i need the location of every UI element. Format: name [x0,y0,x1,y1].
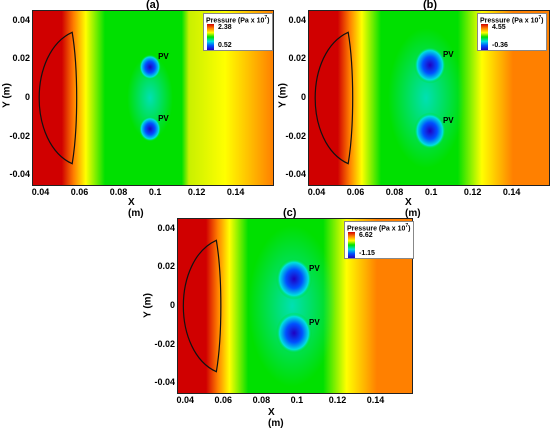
x-tick-label: 0.06 [214,395,233,405]
colorbar-c [348,232,355,258]
x-tick-label: 0.04 [176,395,195,405]
x-tick-label: 0.14 [502,187,521,197]
y-tick-label: 0 [300,92,306,102]
pv-label: PV [442,50,454,60]
x-tick-label: 0.04 [31,187,50,197]
pressure-vortex-core [413,112,446,150]
colorbar-b [481,24,488,50]
pv-label: PV [309,318,320,328]
x-tick-label: 0.08 [252,395,271,405]
x-axis-label-c: X (m) [268,407,284,429]
y-tick-label: 0.02 [157,261,175,272]
pressure-vortex-core [276,312,313,354]
pressure-vortex-core [139,116,162,142]
x-tick-label: 0.08 [385,187,404,197]
x-tick-label: 0.1 [424,187,438,197]
y-tick-label: 0.02 [12,53,30,64]
contour-plot-b [308,10,550,186]
y-tick-label: -0.04 [285,169,306,180]
x-tick-label: 0.04 [307,187,326,197]
y-tick-label: -0.02 [154,338,175,349]
legend-min-c: -1.15 [359,250,375,257]
pv-label: PV [309,263,320,273]
pv-label: PV [442,115,454,125]
y-tick-label: 0.04 [288,14,306,25]
x-tick-label: 0.08 [109,187,128,197]
legend-title-a: Pressure (Pa x 107) [206,15,270,25]
pressure-vortex-core [139,54,162,80]
x-tick-label: 0.1 [148,187,162,197]
pressure-vortex-core [413,46,446,84]
low-pressure-region [127,56,173,140]
legend-max-a: 2.38 [218,24,232,31]
x-tick-label: 0.06 [346,187,365,197]
y-tick-label: -0.02 [285,130,306,141]
x-tick-label: 0.06 [70,187,89,197]
legend-b: Pressure (Pa x 107) 4.55 -0.36 [477,13,547,51]
y-tick-label: 0.02 [288,53,306,64]
legend-max-c: 6.62 [359,232,373,239]
x-tick-label: 0.14 [226,187,245,197]
x-axis-label-a: X (m) [128,197,144,219]
legend-c: Pressure (Pa x 107) 6.62 -1.15 [344,221,414,259]
x-tick-label: 0.12 [187,187,206,197]
panel-label-c: (c) [283,207,297,219]
legend-min-a: 0.52 [218,42,232,49]
pressure-vortex-core [276,258,313,300]
x-tick-label: 0.14 [366,395,385,405]
x-tick-label: 0.1 [290,395,304,405]
y-tick-label: -0.04 [9,169,30,180]
legend-min-b: -0.36 [492,42,508,49]
legend-title-b: Pressure (Pa x 107) [480,15,544,25]
x-tick-label: 0.12 [328,395,347,405]
bubble-contour [38,31,78,165]
panel-label-a: (a) [146,0,160,11]
colorbar-a [207,24,214,50]
x-tick-label: 0.12 [463,187,482,197]
y-tick-label: -0.02 [9,130,30,141]
y-tick-label: 0.04 [12,14,30,25]
legend-max-b: 4.55 [492,24,506,31]
panel-label-b: (b) [423,0,438,11]
pv-label: PV [158,52,169,62]
bubble-contour [314,31,354,165]
legend-title-c: Pressure (Pa x 107) [347,223,411,233]
y-tick-label: 0 [169,300,175,310]
pv-label: PV [158,113,169,123]
legend-a: Pressure (Pa x 107) 2.38 0.52 [203,13,273,51]
low-pressure-region [248,225,336,387]
bubble-contour [182,239,222,373]
contour-svg [309,11,549,185]
y-tick-label: 0.04 [157,222,175,233]
y-tick-label: 0 [24,92,30,102]
y-tick-label: -0.04 [154,377,175,388]
x-axis-label-b: X (m) [405,197,421,219]
